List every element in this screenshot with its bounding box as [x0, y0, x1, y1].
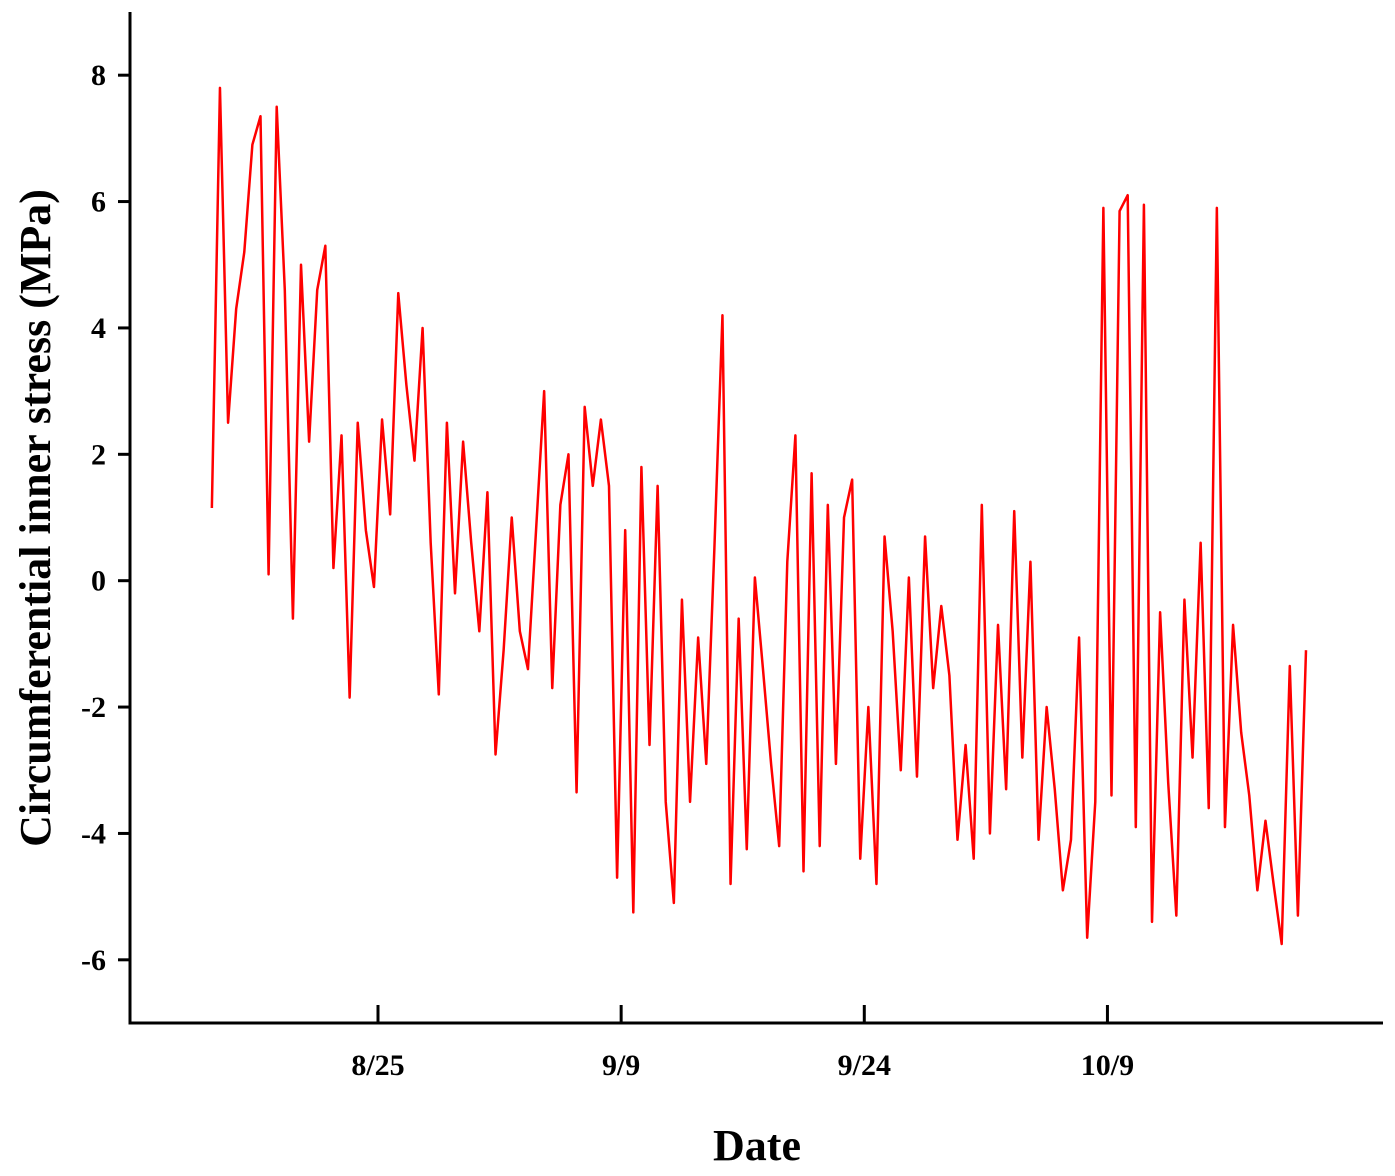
- y-tick-label: -4: [81, 817, 106, 850]
- x-tick-label: 8/25: [351, 1049, 404, 1082]
- y-tick-label: -6: [81, 944, 106, 977]
- x-tick-label: 10/9: [1081, 1049, 1134, 1082]
- y-tick-label: 2: [91, 438, 106, 471]
- y-tick-label: -2: [81, 691, 106, 724]
- y-tick-label: 6: [91, 186, 106, 219]
- y-tick-label: 8: [91, 59, 106, 92]
- data-line: [210, 86, 1308, 946]
- y-tick-label: 4: [91, 312, 106, 345]
- y-tick-label: 0: [91, 565, 106, 598]
- x-axis-title: Date: [713, 1121, 801, 1170]
- x-tick-label: 9/24: [838, 1049, 891, 1082]
- x-tick-label: 9/9: [602, 1049, 640, 1082]
- y-axis-title: Circumferential inner stress (MPa): [11, 189, 60, 847]
